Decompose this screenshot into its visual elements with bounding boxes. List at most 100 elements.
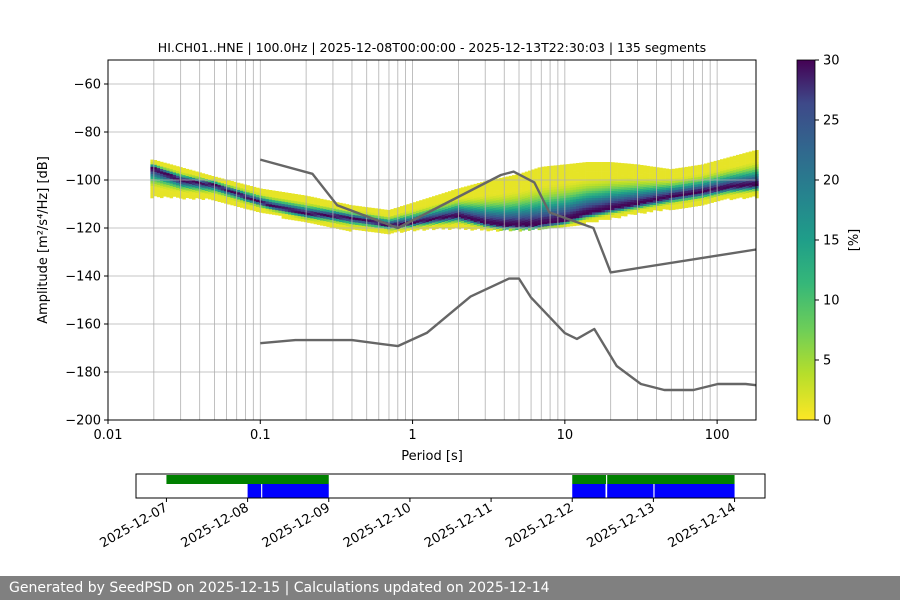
heatmap-cell <box>601 183 606 187</box>
heatmap-cell <box>636 186 641 189</box>
heatmap-cell <box>544 216 548 220</box>
plot-grid <box>107 60 756 421</box>
heatmap-cell <box>505 193 510 196</box>
colorbar-gradient <box>796 59 816 421</box>
heatmap-cell <box>377 208 382 212</box>
heatmap-cell <box>752 155 756 159</box>
heatmap-cell <box>748 192 753 195</box>
heatmap-cell <box>748 156 753 159</box>
heatmap-cell <box>540 212 545 215</box>
heatmap-cell <box>726 188 730 192</box>
heatmap-cell <box>553 196 558 200</box>
heatmap-cell <box>233 184 238 187</box>
heatmap-cell <box>755 183 759 187</box>
heatmap-cell <box>204 176 209 180</box>
heatmap-cell <box>665 197 670 201</box>
heatmap-cell <box>540 173 545 177</box>
heatmap-cell <box>611 162 615 165</box>
heatmap-cell <box>259 193 263 196</box>
heatmap-cell <box>313 216 318 220</box>
heatmap-cell <box>547 197 551 200</box>
heatmap-cell <box>579 165 583 168</box>
heatmap-cell <box>278 198 282 202</box>
heatmap-cell <box>748 185 753 188</box>
heatmap-cell <box>448 208 452 211</box>
heatmap-cell <box>307 213 311 216</box>
heatmap-cell <box>608 171 612 175</box>
heatmap-cell <box>524 198 529 201</box>
heatmap-cell <box>720 195 724 198</box>
heatmap-cell <box>208 191 212 195</box>
heatmap-cell <box>444 197 449 200</box>
heatmap-cell <box>566 164 570 167</box>
heatmap-cell <box>739 170 743 174</box>
heatmap-cell <box>662 187 666 191</box>
heatmap-cell <box>396 211 401 215</box>
heatmap-cell <box>345 225 350 229</box>
heatmap-cell <box>640 174 644 178</box>
heatmap-cell <box>572 177 577 181</box>
heatmap-cell <box>323 221 327 224</box>
heatmap-cell <box>480 199 484 202</box>
heatmap-cell <box>659 170 663 173</box>
heatmap-cell <box>752 186 756 190</box>
heatmap-cell <box>201 175 206 179</box>
heatmap-cell <box>742 155 746 159</box>
heatmap-cell <box>153 193 158 197</box>
heatmap-cell <box>393 210 398 214</box>
heatmap-cell <box>457 188 462 191</box>
heatmap-cell <box>198 194 202 197</box>
heatmap-cell <box>617 210 622 214</box>
heatmap-cell <box>560 183 564 187</box>
heatmap-cell <box>595 190 599 194</box>
heatmap-cell <box>665 173 670 177</box>
heatmap-cell <box>329 210 334 214</box>
heatmap-cell <box>310 201 314 205</box>
heatmap-cell <box>470 201 474 205</box>
heatmap-cell <box>707 165 711 168</box>
heatmap-cell <box>521 182 526 185</box>
heatmap-cell <box>665 195 670 198</box>
heatmap-cell <box>451 194 455 198</box>
heatmap-cell <box>611 205 615 209</box>
heatmap-cell <box>665 175 670 179</box>
heatmap-cell <box>643 179 647 183</box>
heatmap-cell <box>208 196 212 200</box>
heatmap-cell <box>684 193 689 196</box>
heatmap-cell <box>464 227 468 230</box>
heatmap-cell <box>547 190 551 193</box>
heatmap-cell <box>153 167 158 170</box>
heatmap-cell <box>204 183 209 187</box>
heatmap-cell <box>572 192 577 195</box>
heatmap-cell <box>217 182 222 186</box>
heatmap-cell <box>592 212 596 216</box>
heatmap-cell <box>579 184 583 187</box>
heatmap-cell <box>451 199 455 203</box>
heatmap-cell <box>352 222 356 225</box>
heatmap-cell <box>150 181 154 184</box>
heatmap-cell <box>204 193 209 197</box>
heatmap-cell <box>652 198 657 201</box>
heatmap-cell <box>550 194 554 198</box>
heatmap-cell <box>704 201 708 205</box>
heatmap-cell <box>457 205 462 208</box>
heatmap-cell <box>515 179 519 182</box>
heatmap-cell <box>547 192 551 196</box>
heatmap-cell <box>188 176 193 180</box>
heatmap-cell <box>332 220 337 224</box>
heatmap-cell <box>320 218 324 221</box>
heatmap-cell <box>585 193 590 196</box>
heatmap-cell <box>451 214 455 217</box>
heatmap-cell <box>550 165 554 169</box>
heatmap-cell <box>188 196 193 199</box>
heatmap-cell <box>233 186 238 190</box>
heatmap-cell <box>377 213 382 217</box>
heatmap-cell <box>294 198 298 202</box>
heatmap-cell <box>230 181 234 184</box>
heatmap-cell <box>675 199 679 203</box>
heatmap-cell <box>265 196 270 200</box>
heatmap-cell <box>496 229 500 232</box>
heatmap-cell <box>710 169 714 172</box>
heatmap-cell <box>627 163 631 167</box>
heatmap-cell <box>416 203 420 207</box>
